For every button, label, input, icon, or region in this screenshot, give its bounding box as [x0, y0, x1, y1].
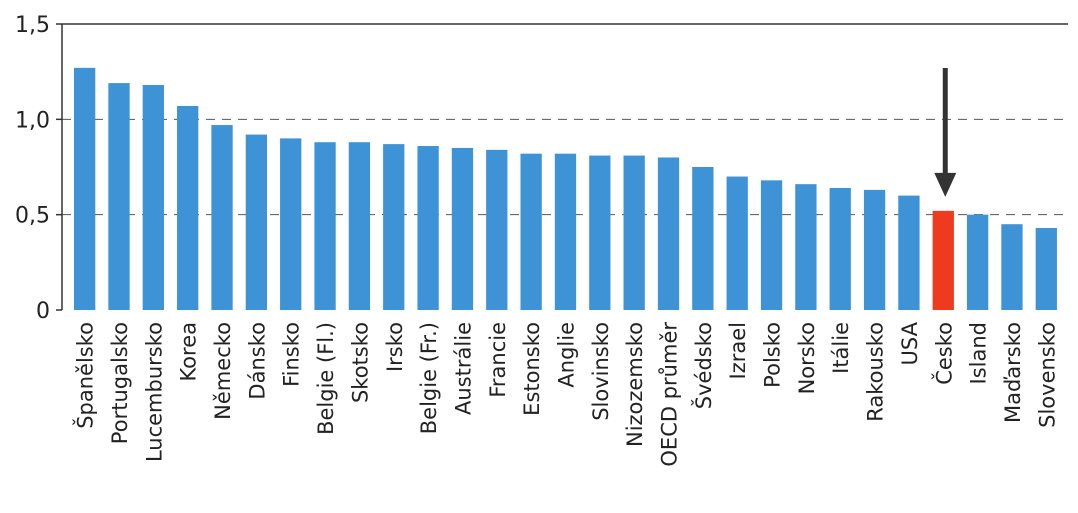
x-category-label: Česko — [931, 322, 956, 385]
bar — [795, 184, 817, 310]
arrow-down-icon — [934, 172, 957, 197]
bar — [520, 153, 542, 310]
bar — [657, 157, 680, 310]
x-category-label: Slovensko — [1035, 322, 1059, 428]
bar — [280, 138, 302, 310]
bar — [417, 146, 439, 310]
y-tick-label: 1,0 — [15, 108, 50, 133]
bar — [1035, 228, 1057, 310]
bar — [589, 155, 611, 310]
bar — [966, 214, 989, 310]
x-category-label: Anglie — [554, 322, 578, 388]
bar — [451, 147, 474, 310]
x-category-label: Německo — [211, 322, 235, 420]
x-category-label: Nizozemsko — [623, 322, 647, 447]
y-axis-ticks: 0 0,5 1,0 1,5 — [15, 13, 63, 324]
bar — [211, 125, 233, 310]
bar — [829, 187, 851, 310]
x-axis-labels: Španělsko Portugalsko Lucembursko Korea Něme… — [73, 321, 1060, 466]
bar — [314, 142, 336, 310]
x-category-label: Slovinsko — [589, 322, 613, 421]
bar — [383, 144, 405, 310]
bar — [623, 155, 645, 310]
x-category-label: Skotsko — [348, 322, 372, 403]
bar — [554, 153, 577, 310]
bar — [177, 105, 199, 310]
bar — [348, 142, 371, 310]
x-category-label: Norsko — [795, 322, 819, 394]
x-category-label: Švédsko — [691, 322, 716, 409]
bar — [726, 176, 748, 310]
x-category-label: Finsko — [280, 322, 304, 387]
bar — [245, 134, 268, 310]
x-category-label: Rakousko — [864, 322, 888, 422]
bar — [898, 195, 920, 310]
x-category-label: Dánsko — [245, 322, 269, 400]
x-category-label: Belgie (Fl.) — [314, 322, 338, 435]
x-category-label: Francie — [486, 322, 510, 398]
x-category-label: Izrael — [726, 322, 750, 379]
x-category-label: Belgie (Fr.) — [417, 322, 441, 434]
y-tick-label: 0,5 — [15, 204, 50, 229]
x-category-label: Irsko — [383, 322, 407, 372]
bar — [760, 180, 783, 310]
x-category-label: Austrálie — [451, 322, 475, 415]
x-category-label: Maďarsko — [1001, 322, 1025, 423]
x-category-label: USA — [898, 321, 922, 365]
bar — [1001, 224, 1023, 310]
x-category-label: Lucembursko — [142, 322, 166, 462]
bar — [863, 189, 886, 310]
y-tick-label: 0 — [36, 299, 50, 324]
x-category-label: Portugalsko — [108, 322, 132, 444]
x-category-label: Estonsko — [520, 322, 544, 416]
bar — [486, 149, 508, 310]
bars — [74, 67, 1057, 311]
x-category-label: Island — [967, 322, 991, 384]
y-tick-label: 1,5 — [15, 13, 50, 38]
x-category-label: OECD průměr — [658, 322, 682, 467]
x-category-label: Španělsko — [73, 322, 98, 429]
annotations — [934, 68, 957, 197]
bar — [692, 167, 714, 310]
x-category-label: Korea — [177, 322, 201, 382]
bar — [74, 67, 96, 310]
bar — [108, 83, 130, 311]
bar — [142, 85, 164, 310]
bar-highlighted — [932, 210, 954, 310]
x-category-label: Itálie — [829, 322, 853, 374]
x-category-label: Polsko — [761, 322, 785, 388]
